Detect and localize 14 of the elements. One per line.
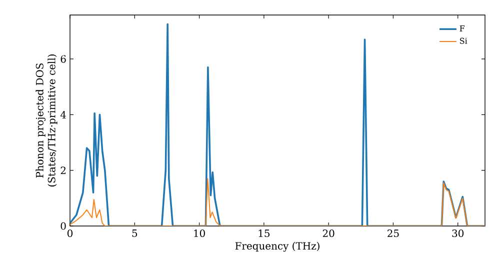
x-tick-label: 10: [194, 230, 205, 238]
y-tick-label: 2: [60, 166, 66, 174]
x-tick-label: 25: [388, 230, 399, 238]
x-tick-label: 30: [452, 230, 464, 238]
y-axis-title: Phonon projected DOS (States/THz·primitive cell): [36, 54, 58, 186]
x-tick-label: 5: [132, 230, 138, 237]
x-tick-label: 15: [258, 230, 270, 238]
x-tick-label: 0: [67, 230, 73, 238]
y-tick-label: 6: [60, 55, 66, 63]
y-tick-label: 4: [60, 110, 66, 118]
line-series: [70, 178, 486, 226]
y-tick-label: 0: [60, 222, 66, 230]
x-axis-title: Frequency (THz): [235, 242, 320, 252]
x-tick-label: 20: [322, 230, 334, 238]
